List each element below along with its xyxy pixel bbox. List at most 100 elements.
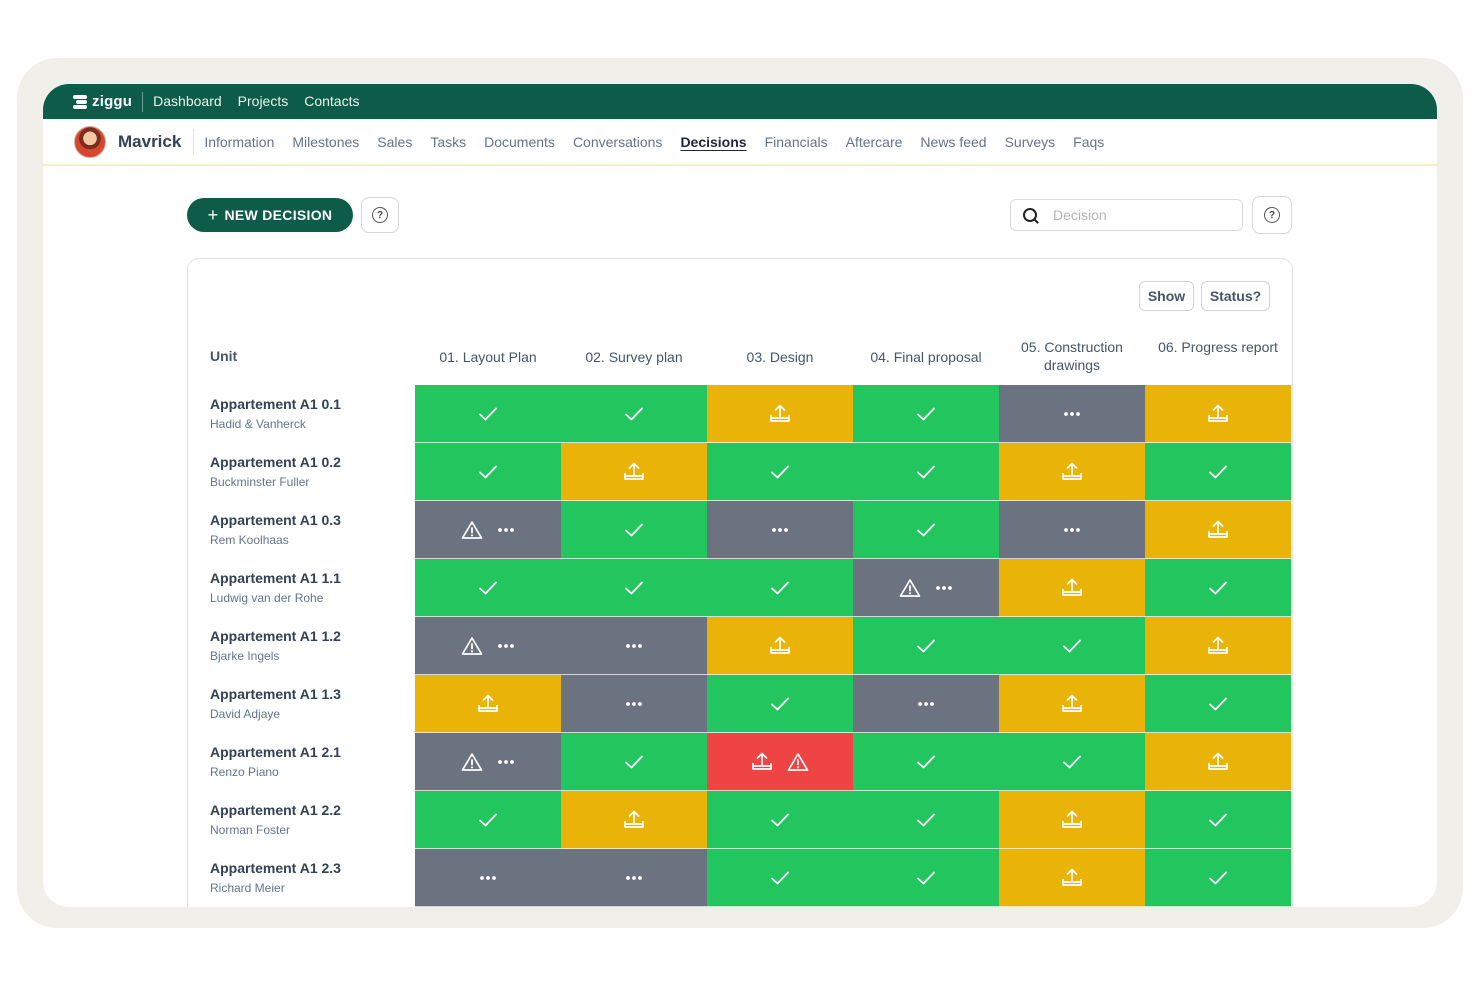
decision-cell-check[interactable] xyxy=(707,849,853,907)
decision-cell-warning-dots[interactable] xyxy=(853,559,999,617)
decision-cell-check[interactable] xyxy=(853,501,999,559)
unit-name[interactable]: Appartement A1 1.3 xyxy=(210,686,341,702)
tab-sales[interactable]: Sales xyxy=(377,133,413,150)
plus-icon: + xyxy=(207,204,219,225)
status-filter-button[interactable]: Status? xyxy=(1201,281,1270,311)
avatar[interactable] xyxy=(74,125,106,158)
decision-cell-upload[interactable] xyxy=(1145,385,1291,443)
unit-name[interactable]: Appartement A1 1.2 xyxy=(210,628,341,644)
decision-cell-check[interactable] xyxy=(1145,443,1291,501)
decision-cell-check[interactable] xyxy=(1145,675,1291,733)
decision-cell-upload[interactable] xyxy=(561,443,707,501)
decision-cell-check[interactable] xyxy=(1145,559,1291,617)
warning-icon xyxy=(461,752,483,772)
decision-cell-warning-dots[interactable] xyxy=(415,501,561,559)
more-dots-icon xyxy=(1063,411,1081,417)
check-icon xyxy=(624,406,644,422)
decision-cell-check[interactable] xyxy=(853,443,999,501)
decision-cell-upload[interactable] xyxy=(999,443,1145,501)
decision-cell-check[interactable] xyxy=(853,849,999,907)
decision-cell-upload[interactable] xyxy=(999,849,1145,907)
decision-cell-check[interactable] xyxy=(415,559,561,617)
new-decision-button[interactable]: + NEW DECISION xyxy=(187,198,353,232)
tab-tasks[interactable]: Tasks xyxy=(430,133,467,150)
tab-financials[interactable]: Financials xyxy=(764,133,828,150)
help-button[interactable]: ? xyxy=(361,197,399,233)
decision-cell-check[interactable] xyxy=(707,443,853,501)
unit-name[interactable]: Appartement A1 0.1 xyxy=(210,396,341,412)
decision-cell-check[interactable] xyxy=(561,733,707,791)
decision-cell-upload[interactable] xyxy=(707,617,853,675)
check-icon xyxy=(478,580,498,596)
tab-documents[interactable]: Documents xyxy=(484,133,555,150)
more-dots-icon xyxy=(1063,527,1081,533)
decision-cell-check[interactable] xyxy=(853,733,999,791)
decision-cell-check[interactable] xyxy=(561,559,707,617)
decision-cell-upload[interactable] xyxy=(999,791,1145,849)
decision-cell-upload[interactable] xyxy=(1145,617,1291,675)
decision-cell-dots[interactable] xyxy=(561,617,707,675)
app-window: ziggu Dashboard Projects Contacts Mavrick … xyxy=(43,84,1437,907)
column-header-5: 05. Construction drawings xyxy=(1021,339,1123,373)
decision-cell-dots[interactable] xyxy=(999,385,1145,443)
decision-cell-check[interactable] xyxy=(999,617,1145,675)
decision-cell-check[interactable] xyxy=(853,617,999,675)
decision-cell-warning-dots[interactable] xyxy=(415,733,561,791)
decision-cell-check[interactable] xyxy=(561,501,707,559)
decision-cell-dots[interactable] xyxy=(561,675,707,733)
decision-cell-check[interactable] xyxy=(707,559,853,617)
unit-name[interactable]: Appartement A1 0.2 xyxy=(210,454,341,470)
search-input[interactable] xyxy=(1051,206,1235,224)
decision-cell-upload[interactable] xyxy=(999,675,1145,733)
check-icon xyxy=(624,580,644,596)
decision-cell-check[interactable] xyxy=(853,791,999,849)
decision-cell-upload-warning[interactable] xyxy=(707,733,853,791)
decision-cell-check[interactable] xyxy=(415,385,561,443)
column-header-6: 06. Progress report xyxy=(1158,339,1278,355)
unit-name[interactable]: Appartement A1 2.1 xyxy=(210,744,341,760)
unit-name[interactable]: Appartement A1 1.1 xyxy=(210,570,341,586)
decision-cell-upload[interactable] xyxy=(1145,733,1291,791)
decision-cell-check[interactable] xyxy=(415,443,561,501)
decision-cell-dots[interactable] xyxy=(853,675,999,733)
decision-cell-check[interactable] xyxy=(561,385,707,443)
decision-cell-check[interactable] xyxy=(1145,791,1291,849)
decision-cell-upload[interactable] xyxy=(561,791,707,849)
tab-conversations[interactable]: Conversations xyxy=(572,133,663,150)
unit-name[interactable]: Appartement A1 2.3 xyxy=(210,860,341,876)
top-nav-projects[interactable]: Projects xyxy=(237,92,289,109)
tab-news-feed[interactable]: News feed xyxy=(920,133,987,150)
tab-milestones[interactable]: Milestones xyxy=(292,133,360,150)
decision-cell-dots[interactable] xyxy=(999,501,1145,559)
top-nav-contacts[interactable]: Contacts xyxy=(304,92,360,109)
decision-cell-warning-dots[interactable] xyxy=(415,617,561,675)
tab-aftercare[interactable]: Aftercare xyxy=(845,133,903,150)
tab-surveys[interactable]: Surveys xyxy=(1004,133,1056,150)
decision-cell-check[interactable] xyxy=(415,791,561,849)
decision-cell-dots[interactable] xyxy=(561,849,707,907)
search-help-button[interactable]: ? xyxy=(1252,196,1292,234)
decision-cell-dots[interactable] xyxy=(415,849,561,907)
unit-name[interactable]: Appartement A1 2.2 xyxy=(210,802,341,818)
decision-cell-check[interactable] xyxy=(707,791,853,849)
show-filter-button[interactable]: Show xyxy=(1139,281,1194,311)
upload-icon xyxy=(623,462,645,482)
decision-cell-check[interactable] xyxy=(707,675,853,733)
decision-cell-check[interactable] xyxy=(1145,849,1291,907)
decision-cell-upload[interactable] xyxy=(415,675,561,733)
decision-cell-upload[interactable] xyxy=(707,385,853,443)
decision-cell-check[interactable] xyxy=(853,385,999,443)
decision-cell-upload[interactable] xyxy=(1145,501,1291,559)
decision-cell-dots[interactable] xyxy=(707,501,853,559)
tab-information[interactable]: Information xyxy=(204,133,275,150)
unit-name[interactable]: Appartement A1 0.3 xyxy=(210,512,341,528)
upload-icon xyxy=(1207,520,1229,540)
decision-cell-upload[interactable] xyxy=(999,559,1145,617)
ziggu-logo[interactable]: ziggu xyxy=(73,93,132,110)
top-nav-dashboard[interactable]: Dashboard xyxy=(153,92,222,109)
tab-decisions[interactable]: Decisions xyxy=(680,133,747,150)
decision-cell-check[interactable] xyxy=(999,733,1145,791)
project-name[interactable]: Mavrick xyxy=(118,131,182,151)
tab-faqs[interactable]: Faqs xyxy=(1073,133,1105,150)
check-icon xyxy=(770,812,790,828)
